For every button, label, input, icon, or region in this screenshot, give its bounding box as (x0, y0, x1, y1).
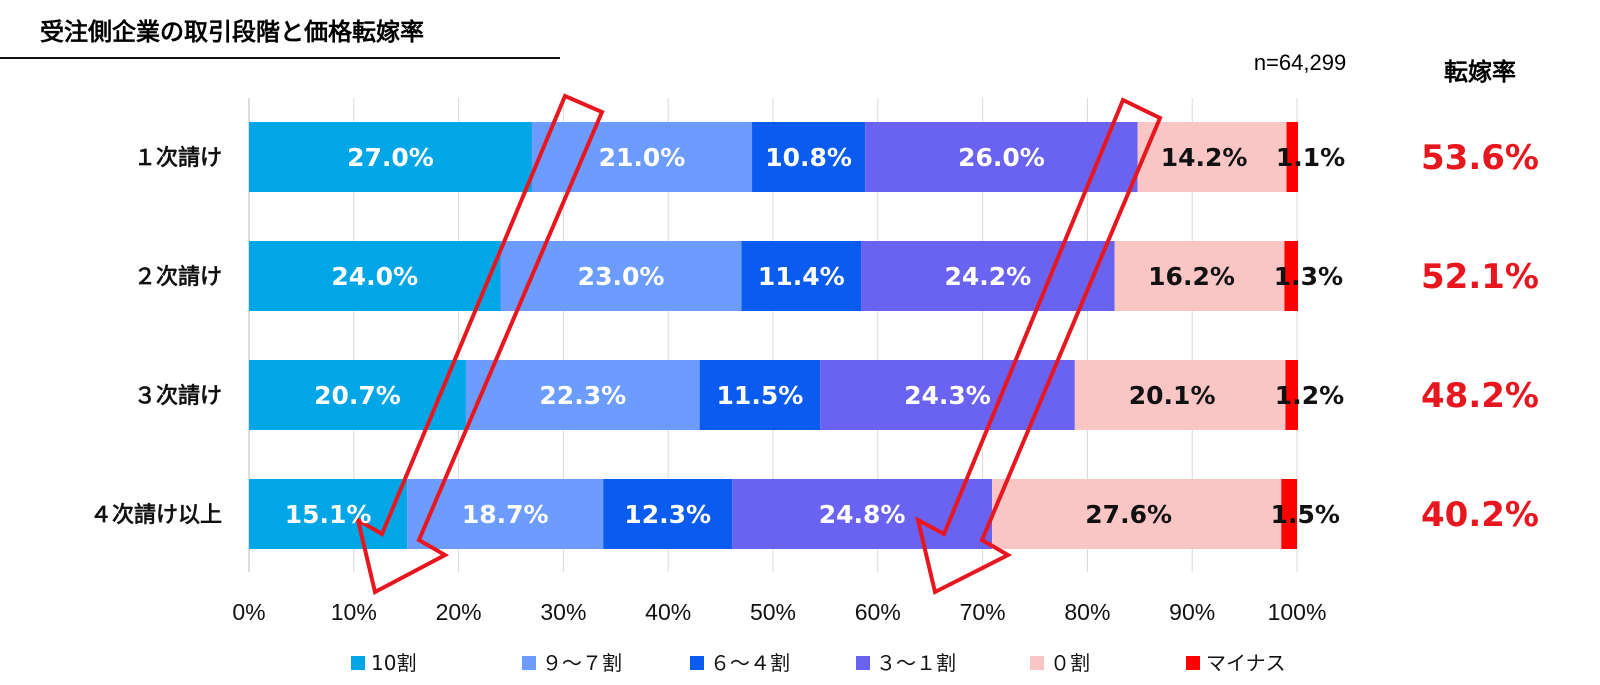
legend-swatch (1186, 656, 1200, 670)
data-label: 11.4% (758, 262, 845, 291)
x-tick-label: 10% (331, 599, 377, 625)
bar-segment (1114, 241, 1285, 311)
x-tick-label: 80% (1064, 599, 1110, 625)
data-label: 22.3% (539, 381, 626, 410)
legend-swatch (1030, 656, 1044, 670)
rate-value: 48.2% (1421, 376, 1539, 416)
data-label: 27.6% (1085, 500, 1172, 529)
bar-segment (699, 360, 821, 430)
data-label: 20.1% (1129, 381, 1216, 410)
rate-value: 53.6% (1421, 138, 1539, 178)
bar-segment (861, 241, 1115, 311)
data-label: 18.7% (462, 500, 549, 529)
bar-segment (249, 479, 408, 549)
bar-segment (603, 479, 733, 549)
category-label: １次請け (134, 145, 222, 171)
legend-label: ０割 (1050, 651, 1090, 675)
legend-label: ３～１割 (876, 651, 956, 675)
category-label: ４次請け以上 (90, 502, 222, 528)
chart-title: 受注側企業の取引段階と価格転嫁率 (40, 18, 424, 46)
data-label: 14.2% (1161, 143, 1248, 172)
data-label: 1.5% (1271, 500, 1340, 529)
data-label: 24.8% (819, 500, 906, 529)
bar-segment (741, 241, 862, 311)
category-labels: 27.0% 21.0% 10.8% 26.0% 14.2% 1.1% １次請け 24.0% 23… (90, 143, 1345, 529)
bar-segment (865, 122, 1138, 192)
category-label: ３次請け (134, 383, 222, 409)
x-tick-label: 30% (540, 599, 586, 625)
legend-swatch (351, 656, 365, 670)
data-label: 1.3% (1274, 262, 1343, 291)
bar-segment (1284, 241, 1299, 311)
legend: 10割 ９～７割 ６～４割 ３～１割 ０割 マイナス (351, 651, 1286, 675)
data-label: 24.3% (904, 381, 991, 410)
x-tick-label: 60% (855, 599, 901, 625)
data-label: 27.0% (347, 143, 434, 172)
bar-segment (465, 360, 700, 430)
bar-segment (1286, 122, 1299, 192)
bar-segment (992, 479, 1282, 549)
data-label: 21.0% (599, 143, 686, 172)
bar-segment (1281, 479, 1297, 549)
data-label: 15.1% (285, 500, 372, 529)
x-tick-label: 20% (436, 599, 482, 625)
bar-segment (732, 479, 993, 549)
legend-swatch (690, 656, 704, 670)
x-tick-label: 50% (750, 599, 796, 625)
data-label: 11.5% (717, 381, 804, 410)
data-label: 24.0% (331, 262, 418, 291)
x-tick-label: 40% (645, 599, 691, 625)
legend-label: ９～７割 (542, 651, 622, 675)
bar-segment (249, 241, 501, 311)
x-tick-label: 0% (232, 599, 265, 625)
legend-label: 10割 (371, 651, 416, 675)
data-label: 1.2% (1275, 381, 1344, 410)
x-tick-label: 70% (960, 599, 1006, 625)
sample-size-note: n=64,299 (1254, 50, 1346, 75)
legend-label: ６～４割 (710, 651, 790, 675)
bar-segment (752, 122, 866, 192)
rate-header: 転嫁率 (1444, 58, 1516, 86)
legend-swatch (522, 656, 536, 670)
data-label: 26.0% (958, 143, 1045, 172)
legend-swatch (856, 656, 870, 670)
annotation-arrow (354, 93, 605, 595)
data-label: 12.3% (624, 500, 711, 529)
category-label: ２次請け (134, 264, 222, 290)
bar-segment (531, 122, 753, 192)
bar-segment (1074, 360, 1286, 430)
rate-value: 40.2% (1421, 495, 1539, 535)
x-axis: 0% 10% 20% 30% 40% 50% 60% 70% 80% 90% 100% (232, 599, 1326, 625)
data-label: 23.0% (578, 262, 665, 291)
data-label: 1.1% (1276, 143, 1345, 172)
rate-values: 53.6% 52.1% 48.2% 40.2% (1421, 138, 1539, 535)
x-tick-label: 90% (1169, 599, 1215, 625)
bar-segment (1285, 360, 1299, 430)
legend-label: マイナス (1206, 651, 1286, 675)
bar-segment (249, 122, 532, 192)
x-tick-label: 100% (1268, 599, 1327, 625)
annotation-arrow (915, 97, 1163, 595)
rate-value: 52.1% (1421, 257, 1539, 297)
bars (249, 122, 1299, 549)
data-label: 16.2% (1148, 262, 1235, 291)
data-label: 20.7% (314, 381, 401, 410)
annotation-arrows (354, 93, 1163, 595)
data-label: 10.8% (765, 143, 852, 172)
bar-segment (1137, 122, 1287, 192)
data-label: 24.2% (944, 262, 1031, 291)
